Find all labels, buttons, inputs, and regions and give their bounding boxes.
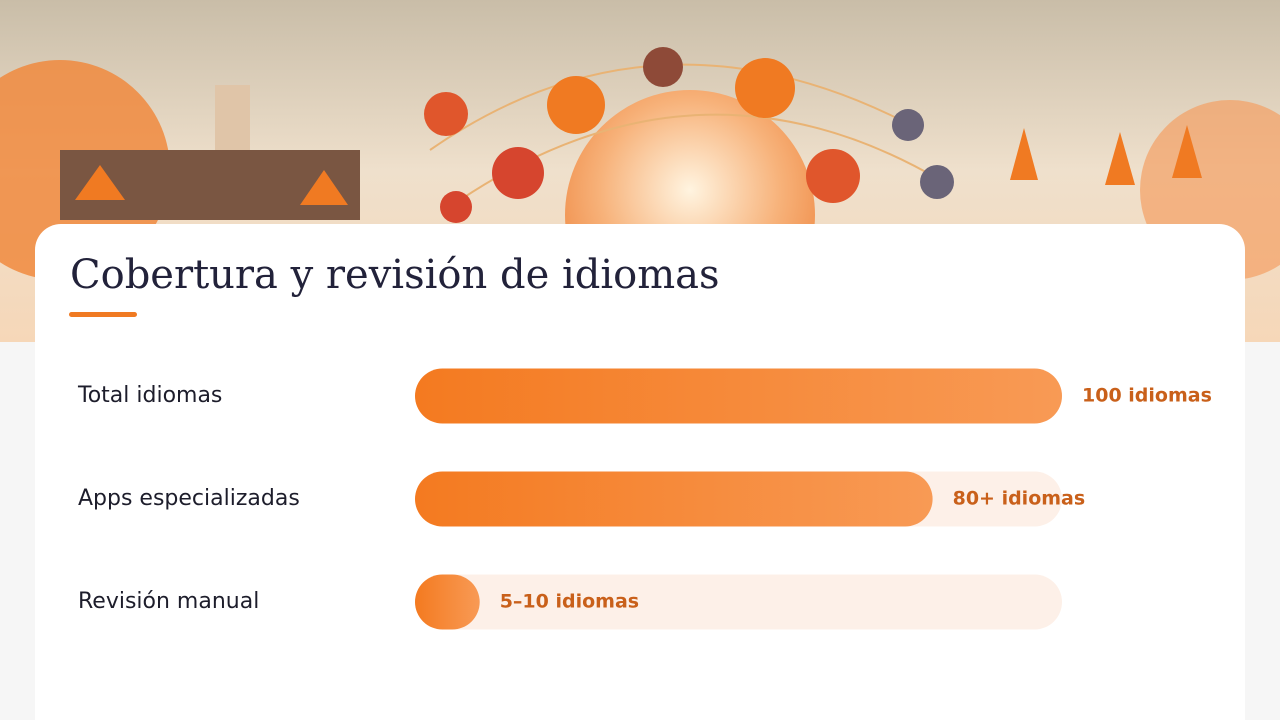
- chart-title: Cobertura y revisión de idiomas: [70, 252, 720, 298]
- value-label: 5–10 idiomas: [500, 591, 639, 613]
- bar-track: [415, 574, 1062, 630]
- bar: [415, 471, 933, 527]
- category-label: Total idiomas: [77, 383, 222, 408]
- value-label: 100 idiomas: [1082, 385, 1212, 407]
- bars: Total idiomas 100 idiomas Apps especializa…: [77, 368, 1212, 630]
- category-label: Apps especializadas: [78, 486, 300, 511]
- category-label: Revisión manual: [78, 589, 259, 614]
- bar: [415, 574, 480, 630]
- title-underline: [69, 312, 137, 317]
- bar: [415, 368, 1062, 424]
- value-label: 80+ idiomas: [953, 488, 1086, 510]
